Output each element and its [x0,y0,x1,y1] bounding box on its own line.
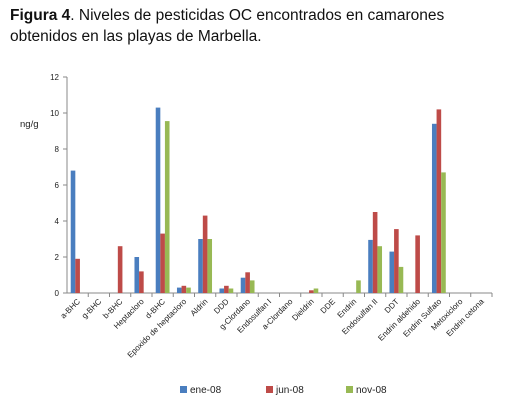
bar-ene-08-g-clordano [240,277,246,293]
bar-nov-08-dieldrin [313,288,319,293]
y-tick-label: 12 [50,73,59,82]
bar-ene-08-endosulfan-ii [368,239,373,293]
bar-jun-08-endrin-aldehido [415,235,420,293]
bar-jun-08-b-bhc [117,246,123,293]
x-tick-label: a-BHC [59,297,82,320]
bar-jun-08-epoxido-de-heptacloro [181,285,187,293]
y-tick-label: 2 [55,253,60,262]
bar-jun-08-dieldrin [309,290,314,293]
bar-jun-08-g-clordano [245,272,250,293]
bars [70,107,446,294]
legend-label-nov-08: nov-08 [356,385,387,396]
y-axis-label: ng/g [20,119,39,130]
y-tick-label: 4 [55,217,60,226]
bar-ene-08-epoxido-de-heptacloro [176,287,182,293]
bar-nov-08-endrin [356,280,361,293]
x-tick-label: DDD [212,297,231,316]
bar-jun-08-endrin-sulfato [436,109,442,294]
bar-nov-08-epoxido-de-heptacloro [186,287,191,293]
bar-nov-08-endosulfan-ii [377,246,383,293]
figure-caption: Figura 4. Niveles de pesticidas OC encon… [10,5,502,47]
legend-swatch-nov-08 [346,386,353,393]
bar-ene-08-a-bhc [70,170,76,293]
x-tick-label: DDT [383,297,401,315]
bar-jun-08-ddt [394,229,399,293]
bar-jun-08-endosulfan-ii [372,212,378,293]
x-tick-label: DDE [319,297,337,315]
y-tick-label: 0 [55,289,60,298]
y-tick-label: 6 [55,181,60,190]
bar-jun-08-d-bhc [160,233,165,293]
bar-jun-08-ddd [224,285,229,293]
x-tick-label: g-BHC [80,297,103,320]
bar-nov-08-endrin-sulfato [441,172,446,293]
x-tick-label: Endrin cetona [445,297,487,339]
bar-ene-08-endrin-sulfato [431,123,437,293]
legend-swatch-ene-08 [180,386,187,393]
bar-ene-08-aldrin [198,239,203,293]
legend-swatch-jun-08 [266,386,273,393]
bar-nov-08-aldrin [207,239,213,293]
bar-ene-08-ddt [389,251,395,293]
bar-ene-08-heptacloro [134,257,140,293]
bar-ene-08-ddd [219,288,225,293]
figure-caption-text: . Niveles de pesticidas OC encontrados e… [10,7,445,45]
bar-jun-08-a-bhc [75,258,80,293]
bar-nov-08-g-clordano [249,280,255,293]
figure-label: Figura 4 [10,7,71,24]
y-tick-label: 10 [50,109,59,118]
bar-jun-08-heptacloro [139,271,144,293]
x-tick-label: Dieldrin [290,297,316,323]
x-tick-label: Aldrin [189,297,210,318]
y-tick-label: 8 [55,145,60,154]
bar-jun-08-aldrin [202,215,208,293]
bar-nov-08-ddt [398,266,404,293]
bar-nov-08-ddd [228,288,234,293]
y-axis-ticks: 0 2 4 6 8 10 12 [50,73,67,298]
legend-label-jun-08: jun-08 [275,385,304,396]
legend-label-ene-08: ene-08 [190,385,222,396]
bar-nov-08-d-bhc [164,121,170,293]
bar-ene-08-d-bhc [155,107,161,293]
legend: ene-08 jun-08 nov-08 [180,385,387,396]
